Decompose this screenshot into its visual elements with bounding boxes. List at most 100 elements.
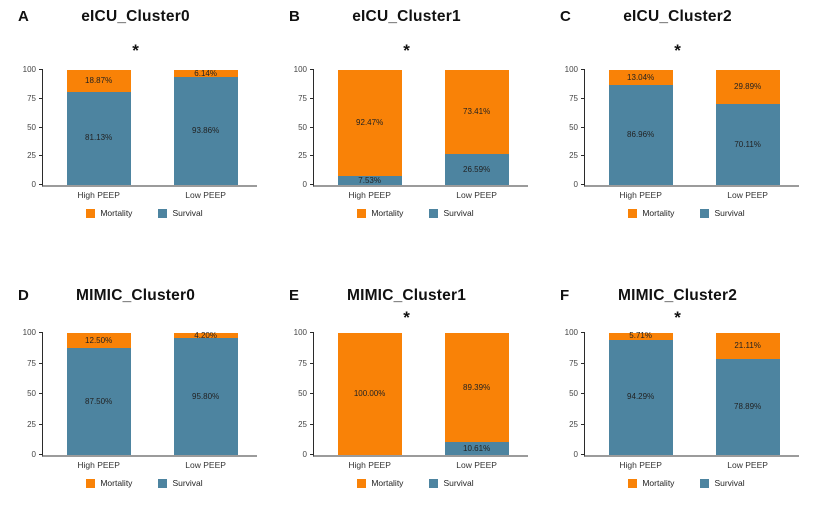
segment-mortality: 18.87% <box>66 70 131 92</box>
y-tick-label: 25 <box>569 151 578 161</box>
significance-asterisk: * <box>132 41 139 60</box>
y-tick-mark <box>39 393 43 394</box>
x-category-label: High PEEP <box>348 460 391 470</box>
panel-header: F MIMIC_Cluster2 <box>554 287 801 309</box>
panel-letter: B <box>289 8 300 25</box>
y-tick-mark <box>581 69 585 70</box>
stacked-bar-high-peep: 100.00% <box>337 333 402 455</box>
y-tick-mark <box>581 454 585 455</box>
segment-value-label: 6.14% <box>194 68 217 78</box>
significance-asterisk: * <box>403 308 410 327</box>
y-tick-mark <box>581 332 585 333</box>
y-tick-label: 0 <box>302 450 307 459</box>
mortality-swatch-icon <box>628 208 638 218</box>
y-tick-label: 50 <box>27 389 36 398</box>
y-tick-mark <box>39 69 43 70</box>
x-category-label: Low PEEP <box>727 460 768 470</box>
x-category-label: Low PEEP <box>456 190 497 200</box>
y-tick-label: 50 <box>298 389 307 398</box>
y-tick-mark <box>310 423 314 425</box>
significance-asterisk <box>12 309 259 327</box>
legend-label-survival: Survival <box>172 478 203 488</box>
legend-item-mortality: Mortality <box>628 208 674 218</box>
segment-value-label: 87.50% <box>85 396 113 406</box>
panel-mimic-cluster2: F MIMIC_Cluster2 * 0 25 50 75 100 94.29% 5.71%… <box>542 253 813 507</box>
legend-item-mortality: Mortality <box>628 478 674 488</box>
panel-title: MIMIC_Cluster1 <box>346 287 467 304</box>
y-tick-mark <box>39 97 43 99</box>
mortality-swatch-icon <box>357 208 367 218</box>
x-category-label: Low PEEP <box>185 460 226 470</box>
y-tick-label: 75 <box>27 358 36 368</box>
stacked-bar-low-peep: 10.61% 89.39% <box>444 333 509 455</box>
legend: Mortality Survival <box>301 478 530 488</box>
y-tick-label: 100 <box>293 328 307 337</box>
x-category-label: Low PEEP <box>456 460 497 470</box>
legend-label-survival: Survival <box>714 208 745 218</box>
y-tick-mark <box>310 97 314 99</box>
segment-survival: 94.29% <box>608 339 673 455</box>
legend-label-survival: Survival <box>443 478 474 488</box>
legend: Mortality Survival <box>572 478 801 488</box>
segment-mortality: 21.11% <box>715 333 780 359</box>
segment-value-label: 21.11% <box>734 340 761 350</box>
y-tick-mark <box>39 155 43 157</box>
mortality-swatch-icon <box>357 478 367 488</box>
panel-header: D MIMIC_Cluster0 <box>12 287 259 309</box>
y-tick-label: 25 <box>27 151 36 161</box>
panel-eicu-cluster0: A eICU_Cluster0 * 0 25 50 75 100 81.13% 18.87%… <box>0 0 271 253</box>
mortality-swatch-icon <box>628 478 638 488</box>
y-tick-mark <box>39 454 43 455</box>
x-category-label: High PEEP <box>77 460 120 470</box>
legend-item-mortality: Mortality <box>86 478 132 488</box>
panel-letter: D <box>18 287 29 304</box>
stacked-bar-low-peep: 93.86% 6.14% <box>173 69 238 185</box>
y-tick-label: 25 <box>298 419 307 429</box>
segment-survival: 86.96% <box>608 85 673 185</box>
panel-title: MIMIC_Cluster0 <box>75 287 196 304</box>
segment-value-label: 92.47% <box>356 118 384 128</box>
y-tick-mark <box>39 423 43 425</box>
legend-item-survival: Survival <box>429 478 474 488</box>
y-tick-mark <box>39 332 43 333</box>
segment-value-label: 4.20% <box>194 330 217 340</box>
y-tick-mark <box>581 393 585 394</box>
y-tick-mark <box>310 126 314 128</box>
segment-value-label: 26.59% <box>463 164 491 174</box>
y-tick-mark <box>39 362 43 364</box>
panel-title: eICU_Cluster2 <box>623 8 732 25</box>
stacked-bar-chart: 0 25 50 75 100 81.13% 18.87% High PEEP 93.86% 6.1… <box>23 66 257 200</box>
segment-value-label: 100.00% <box>353 389 386 398</box>
segment-value-label: 10.61% <box>463 443 491 453</box>
segment-value-label: 13.04% <box>627 72 655 82</box>
stacked-bar-chart: 0 25 50 75 100 87.50% 12.50% High PEEP 95.80% 4.2… <box>23 329 257 470</box>
segment-survival: 70.11% <box>715 104 780 185</box>
segment-value-label: 70.11% <box>734 139 761 149</box>
segment-value-label: 95.80% <box>192 391 220 401</box>
legend-item-survival: Survival <box>158 478 203 488</box>
segment-survival: 95.80% <box>173 338 238 455</box>
segment-value-label: 29.89% <box>734 82 762 92</box>
panel-letter: F <box>560 287 570 304</box>
y-tick-mark <box>39 184 43 185</box>
panel-letter: A <box>18 8 29 25</box>
segment-mortality: 73.41% <box>444 70 509 155</box>
stacked-bar-low-peep: 70.11% 29.89% <box>715 70 780 185</box>
panel-eicu-cluster1: B eICU_Cluster1 * 0 25 50 75 100 7.53% 92.47% H… <box>271 0 542 253</box>
panel-header: C eICU_Cluster2 <box>554 8 801 30</box>
legend-label-survival: Survival <box>714 478 745 488</box>
y-tick-label: 75 <box>569 93 578 103</box>
significance-asterisk: * <box>674 308 681 327</box>
legend-label-mortality: Mortality <box>371 478 404 488</box>
segment-mortality: 89.39% <box>444 333 509 443</box>
panel-title: eICU_Cluster0 <box>81 8 190 25</box>
legend-label-mortality: Mortality <box>100 478 133 488</box>
panel-title: eICU_Cluster1 <box>352 8 461 25</box>
stacked-bar-chart: 0 25 50 75 100 86.96% 13.04% High PEEP 70.11% 29.… <box>565 66 799 200</box>
segment-mortality: 4.20% <box>173 331 238 339</box>
y-tick-mark <box>310 332 314 333</box>
y-tick-label: 0 <box>31 180 36 189</box>
y-tick-label: 25 <box>298 151 307 161</box>
stacked-bar-chart: 0 25 50 75 100 94.29% 5.71% High PEEP 78.89% 21.1… <box>565 329 799 470</box>
